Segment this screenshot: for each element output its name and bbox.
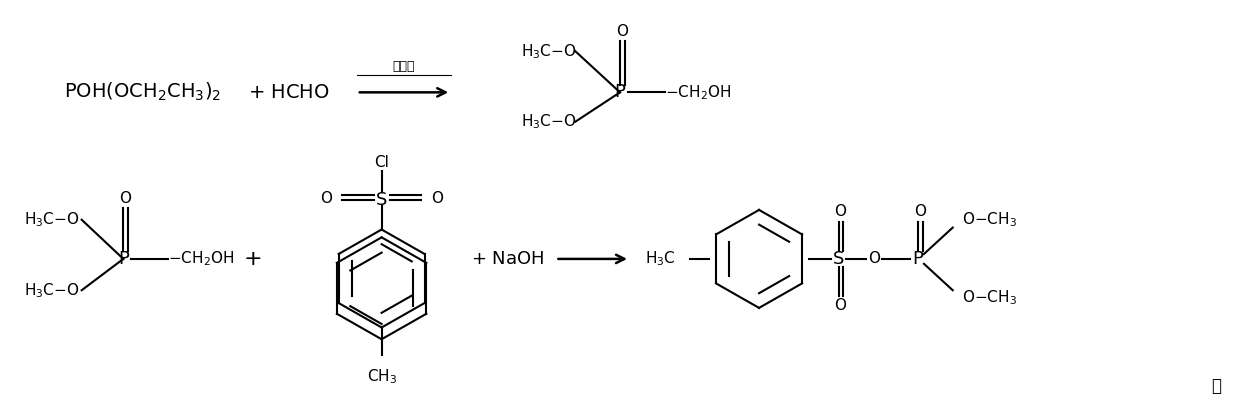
Text: H$_3$C$-$O: H$_3$C$-$O	[24, 281, 79, 300]
Text: POH(OCH$_2$CH$_3$)$_2$: POH(OCH$_2$CH$_3$)$_2$	[63, 81, 221, 103]
Text: O$-$CH$_3$: O$-$CH$_3$	[962, 211, 1017, 229]
Text: O: O	[432, 191, 443, 206]
Text: $+$: $+$	[243, 249, 262, 269]
Text: O: O	[320, 191, 332, 206]
Text: P: P	[118, 250, 129, 268]
Text: O: O	[914, 204, 926, 219]
Text: $-$CH$_2$OH: $-$CH$_2$OH	[665, 83, 730, 102]
Text: S: S	[376, 191, 387, 209]
Text: CH$_3$: CH$_3$	[367, 367, 397, 386]
Text: O: O	[616, 24, 627, 39]
Text: S: S	[833, 250, 844, 268]
Text: H$_3$C$-$O: H$_3$C$-$O	[521, 112, 577, 131]
Text: $+$ NaOH: $+$ NaOH	[471, 250, 544, 268]
Text: H$_3$C$-$O: H$_3$C$-$O	[521, 42, 577, 61]
Text: O$-$CH$_3$: O$-$CH$_3$	[962, 289, 1017, 307]
Text: P: P	[615, 83, 625, 101]
Text: P: P	[913, 250, 924, 268]
Text: O: O	[119, 191, 131, 206]
Text: $-$CH$_2$OH: $-$CH$_2$OH	[169, 250, 234, 268]
Text: 催化剂: 催化剂	[393, 61, 415, 73]
Text: H$_3$C: H$_3$C	[645, 250, 676, 268]
Text: H$_3$C$-$O: H$_3$C$-$O	[24, 211, 79, 229]
Text: 。: 。	[1211, 377, 1221, 395]
Text: O: O	[868, 251, 880, 267]
Text: $+$ HCHO: $+$ HCHO	[248, 83, 330, 102]
Text: O: O	[835, 298, 847, 314]
Text: O: O	[835, 204, 847, 219]
Text: Cl: Cl	[374, 155, 389, 171]
